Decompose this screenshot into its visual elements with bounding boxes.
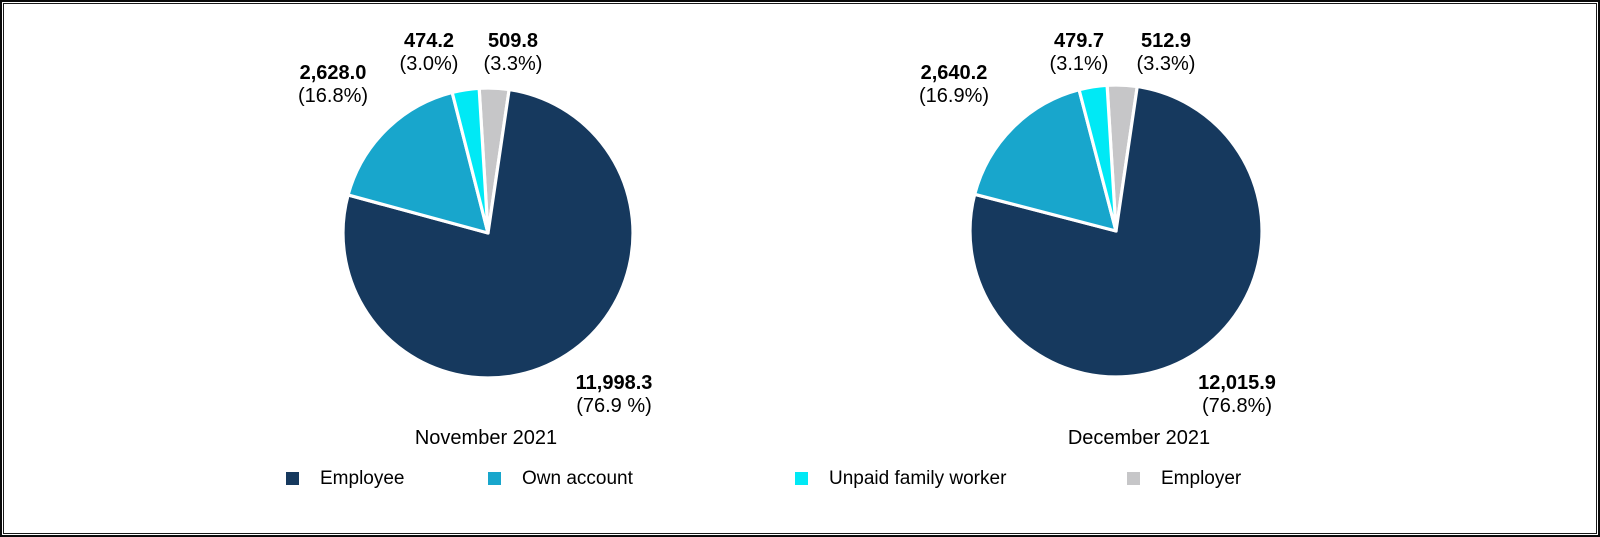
nov-employee-percent: (76.9 %): [576, 395, 652, 417]
legend-item-employer: Employer: [1127, 469, 1241, 488]
dec-employer-value: 512.9: [1140, 30, 1192, 52]
nov-pie-title: November 2021: [414, 427, 558, 449]
nov-unpaid-family-worker-percent: (3.0%): [399, 53, 459, 75]
legend-item-unpaid-family-worker: Unpaid family worker: [795, 469, 1006, 488]
legend-label-unpaid-family-worker: Unpaid family worker: [829, 468, 1007, 489]
dec-unpaid-family-worker-percent: (3.1%): [1049, 53, 1109, 75]
dec-employee-percent: (76.8%): [1201, 395, 1273, 417]
own-account-color-swatch: [488, 472, 501, 485]
nov-own-account-label: 2,628.0 (16.8%): [298, 62, 368, 108]
dec-pie-title: December 2021: [1067, 427, 1211, 449]
employee-color-swatch: [286, 472, 299, 485]
dec-own-account-percent: (16.9%): [918, 85, 990, 107]
dec-employer-percent: (3.3%): [1136, 53, 1196, 75]
nov-own-account-value: 2,628.0: [299, 62, 367, 84]
pie-slice-own-account: [973, 88, 1118, 233]
figure-inner-border: [3, 3, 1597, 534]
unpaid-family-worker-color-swatch: [795, 472, 808, 485]
pie-slice-own-account: [346, 90, 490, 235]
employer-color-swatch: [1127, 472, 1140, 485]
dec-unpaid-family-worker-label: 479.7 (3.1%): [1050, 30, 1109, 76]
nov-employer-label: 509.8 (3.3%): [484, 30, 543, 76]
pie-chart-november-2021: [341, 86, 635, 380]
dec-unpaid-family-worker-value: 479.7: [1053, 30, 1105, 52]
nov-unpaid-family-worker-label: 474.2 (3.0%): [400, 30, 459, 76]
pie-chart-december-2021: [968, 83, 1264, 379]
pie-slice-unpaid-family-worker: [1077, 83, 1118, 233]
nov-employee-label: 11,998.3 (76.9 %): [576, 372, 653, 418]
nov-unpaid-family-worker-value: 474.2: [403, 30, 455, 52]
legend-item-own-account: Own account: [488, 469, 633, 488]
legend-item-employee: Employee: [286, 469, 405, 488]
legend-label-employee: Employee: [320, 468, 405, 489]
dec-own-account-label: 2,640.2 (16.9%): [919, 62, 989, 108]
dec-employee-value: 12,015.9: [1198, 372, 1276, 394]
dec-own-account-value: 2,640.2: [920, 62, 988, 84]
pie-slice-unpaid-family-worker: [450, 86, 490, 235]
dec-employee-label: 12,015.9 (76.8%): [1198, 372, 1276, 418]
dec-employer-label: 512.9 (3.3%): [1137, 30, 1196, 76]
nov-employer-value: 509.8: [487, 30, 539, 52]
nov-employer-percent: (3.3%): [483, 53, 543, 75]
nov-employee-value: 11,998.3: [575, 372, 653, 394]
legend-label-own-account: Own account: [522, 468, 633, 489]
nov-own-account-percent: (16.8%): [297, 85, 369, 107]
legend-label-employer: Employer: [1161, 468, 1242, 489]
